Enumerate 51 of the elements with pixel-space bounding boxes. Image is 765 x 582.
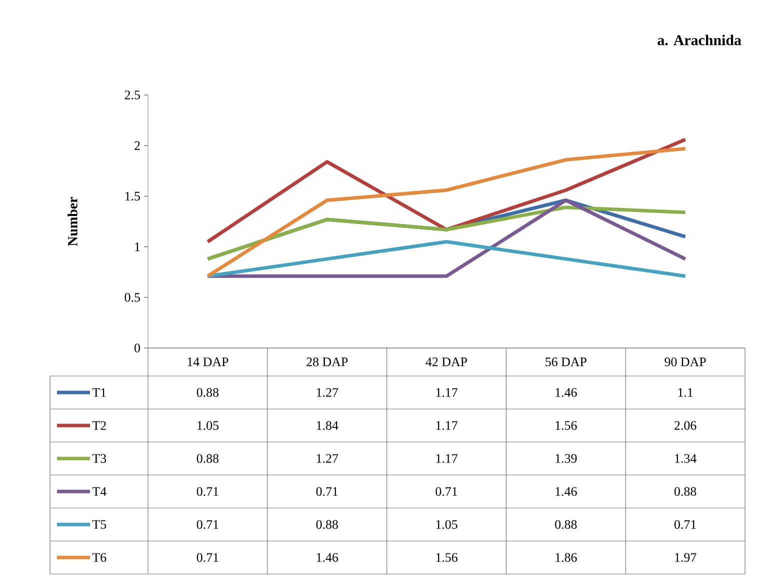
data-label: 1.97: [675, 553, 696, 562]
data-label: 1.46: [556, 388, 577, 397]
data-label: 1.34: [675, 454, 696, 463]
data-label: 1.56: [436, 553, 458, 562]
data-label: 0.88: [555, 520, 577, 529]
y-tick-label: 2: [134, 141, 140, 150]
data-label: 0.71: [436, 487, 458, 496]
y-tick-label: 1.5: [125, 192, 140, 201]
data-label: 0.71: [316, 487, 338, 496]
data-label: 1.05: [436, 520, 458, 529]
text: a. Arachnida: [658, 34, 742, 46]
data-label: 1.46: [556, 487, 577, 496]
data-label: 2.06: [674, 421, 696, 430]
data-label: 1.46: [316, 553, 338, 562]
y-tick-label: 1: [135, 242, 140, 252]
line-series: [206, 146, 688, 278]
data-label: 1.27: [316, 454, 338, 463]
data-label: 0.88: [316, 520, 338, 529]
data-label: 1.39: [556, 454, 577, 463]
legend-label: T5: [92, 520, 106, 529]
data-label: 1.17: [436, 421, 458, 430]
legend-label: T2: [92, 421, 106, 430]
y-tick-label: 2.5: [124, 90, 140, 100]
data-label: 0.88: [196, 388, 219, 397]
x-tick-label: 56 DAP: [546, 358, 586, 366]
data-label: 0.88: [674, 487, 696, 496]
legend-label: T1: [92, 388, 106, 397]
data-label: 1.86: [556, 553, 577, 562]
x-tick-label: 42 DAP: [426, 358, 468, 366]
x-tick-label: 90 DAP: [664, 358, 706, 366]
data-label: 1.27: [316, 388, 338, 397]
y-tick-label: 0.5: [124, 293, 140, 302]
legend-label: T6: [92, 553, 106, 562]
data-label: 0.71: [196, 553, 218, 562]
data-label: 1.1: [678, 388, 693, 397]
data-label: 0.88: [196, 454, 219, 463]
data-label: 1.84: [316, 421, 338, 430]
x-tick-label: 14 DAP: [188, 358, 228, 366]
data-label: 0.71: [196, 487, 218, 496]
line-series: [206, 138, 688, 244]
y-tick-label: 0: [134, 344, 140, 352]
data-label: 0.71: [674, 520, 696, 529]
data-label: 1.05: [198, 421, 219, 430]
x-tick-label: 28 DAP: [306, 358, 348, 366]
data-label: 1.56: [556, 421, 577, 430]
legend-label: T4: [92, 487, 106, 496]
data-label: 1.17: [436, 388, 458, 397]
legend-label: T3: [92, 454, 106, 463]
data-label: 0.71: [196, 520, 218, 529]
data-label: 1.17: [436, 454, 458, 463]
y-axis-title: Number: [68, 197, 78, 246]
